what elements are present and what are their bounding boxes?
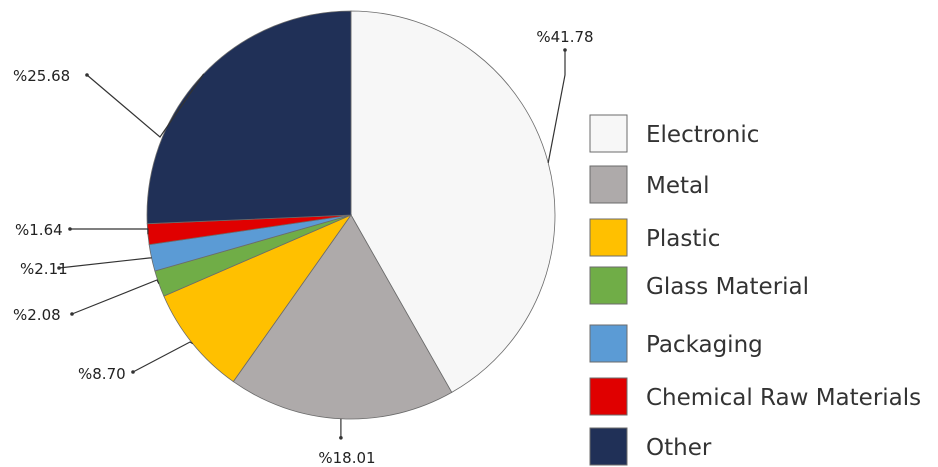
leader-dot-plastic: [131, 370, 135, 374]
slice-other: [146, 10, 352, 225]
legend-label-other: Other: [646, 435, 712, 461]
legend-label-packaging: Packaging: [646, 332, 763, 358]
slice-metal: [232, 214, 453, 420]
leader-line-glass-material: [71, 279, 160, 315]
data-label-chemical-raw-materials: %1.64: [15, 221, 63, 239]
slice-electronic: [350, 10, 556, 393]
data-label-packaging: %2.11: [20, 260, 68, 278]
leader-lines: [57, 48, 567, 440]
leader-line-plastic: [132, 341, 194, 373]
leader-dot-metal: [339, 436, 343, 440]
data-label-metal: %18.01: [318, 449, 375, 467]
data-label-other: %25.68: [13, 67, 70, 85]
leader-dot-glass-material: [70, 312, 74, 316]
legend-label-chemical-raw-materials: Chemical Raw Materials: [646, 385, 921, 411]
data-labels: %41.78 %18.01 %8.70 %2.08 %2.11 %1.64 %25.68: [13, 28, 594, 467]
data-label-glass-material: %2.08: [13, 306, 61, 324]
legend-label-electronic: Electronic: [646, 122, 759, 148]
legend: Electronic Metal Plastic Glass Material Pack…: [589, 114, 921, 466]
slice-plastic: [163, 214, 353, 383]
leader-line-chemical-raw-materials: [70, 228, 149, 235]
legend-swatch-glass-material: [589, 266, 628, 305]
legend-swatch-packaging: [589, 324, 628, 363]
legend-swatch-plastic: [589, 218, 628, 257]
leader-line-packaging: [58, 257, 152, 269]
legend-swatch-electronic: [589, 114, 628, 153]
pie-slices: [146, 10, 556, 420]
data-label-plastic: %8.70: [78, 365, 126, 383]
leader-line-other: [86, 73, 205, 138]
legend-swatch-chemical-raw-materials: [589, 377, 628, 416]
legend-swatch-other: [589, 427, 628, 466]
leader-dot-chemical-raw-materials: [68, 227, 72, 231]
legend-label-metal: Metal: [646, 173, 710, 199]
leader-dot-electronic: [563, 48, 567, 52]
legend-swatch-metal: [589, 165, 628, 204]
leader-dot-packaging: [57, 266, 61, 270]
leader-line-electronic: [547, 50, 566, 164]
legend-label-glass-material: Glass Material: [646, 274, 809, 300]
leader-dot-other: [85, 73, 89, 77]
data-label-electronic: %41.78: [536, 28, 593, 46]
legend-label-plastic: Plastic: [646, 226, 720, 252]
